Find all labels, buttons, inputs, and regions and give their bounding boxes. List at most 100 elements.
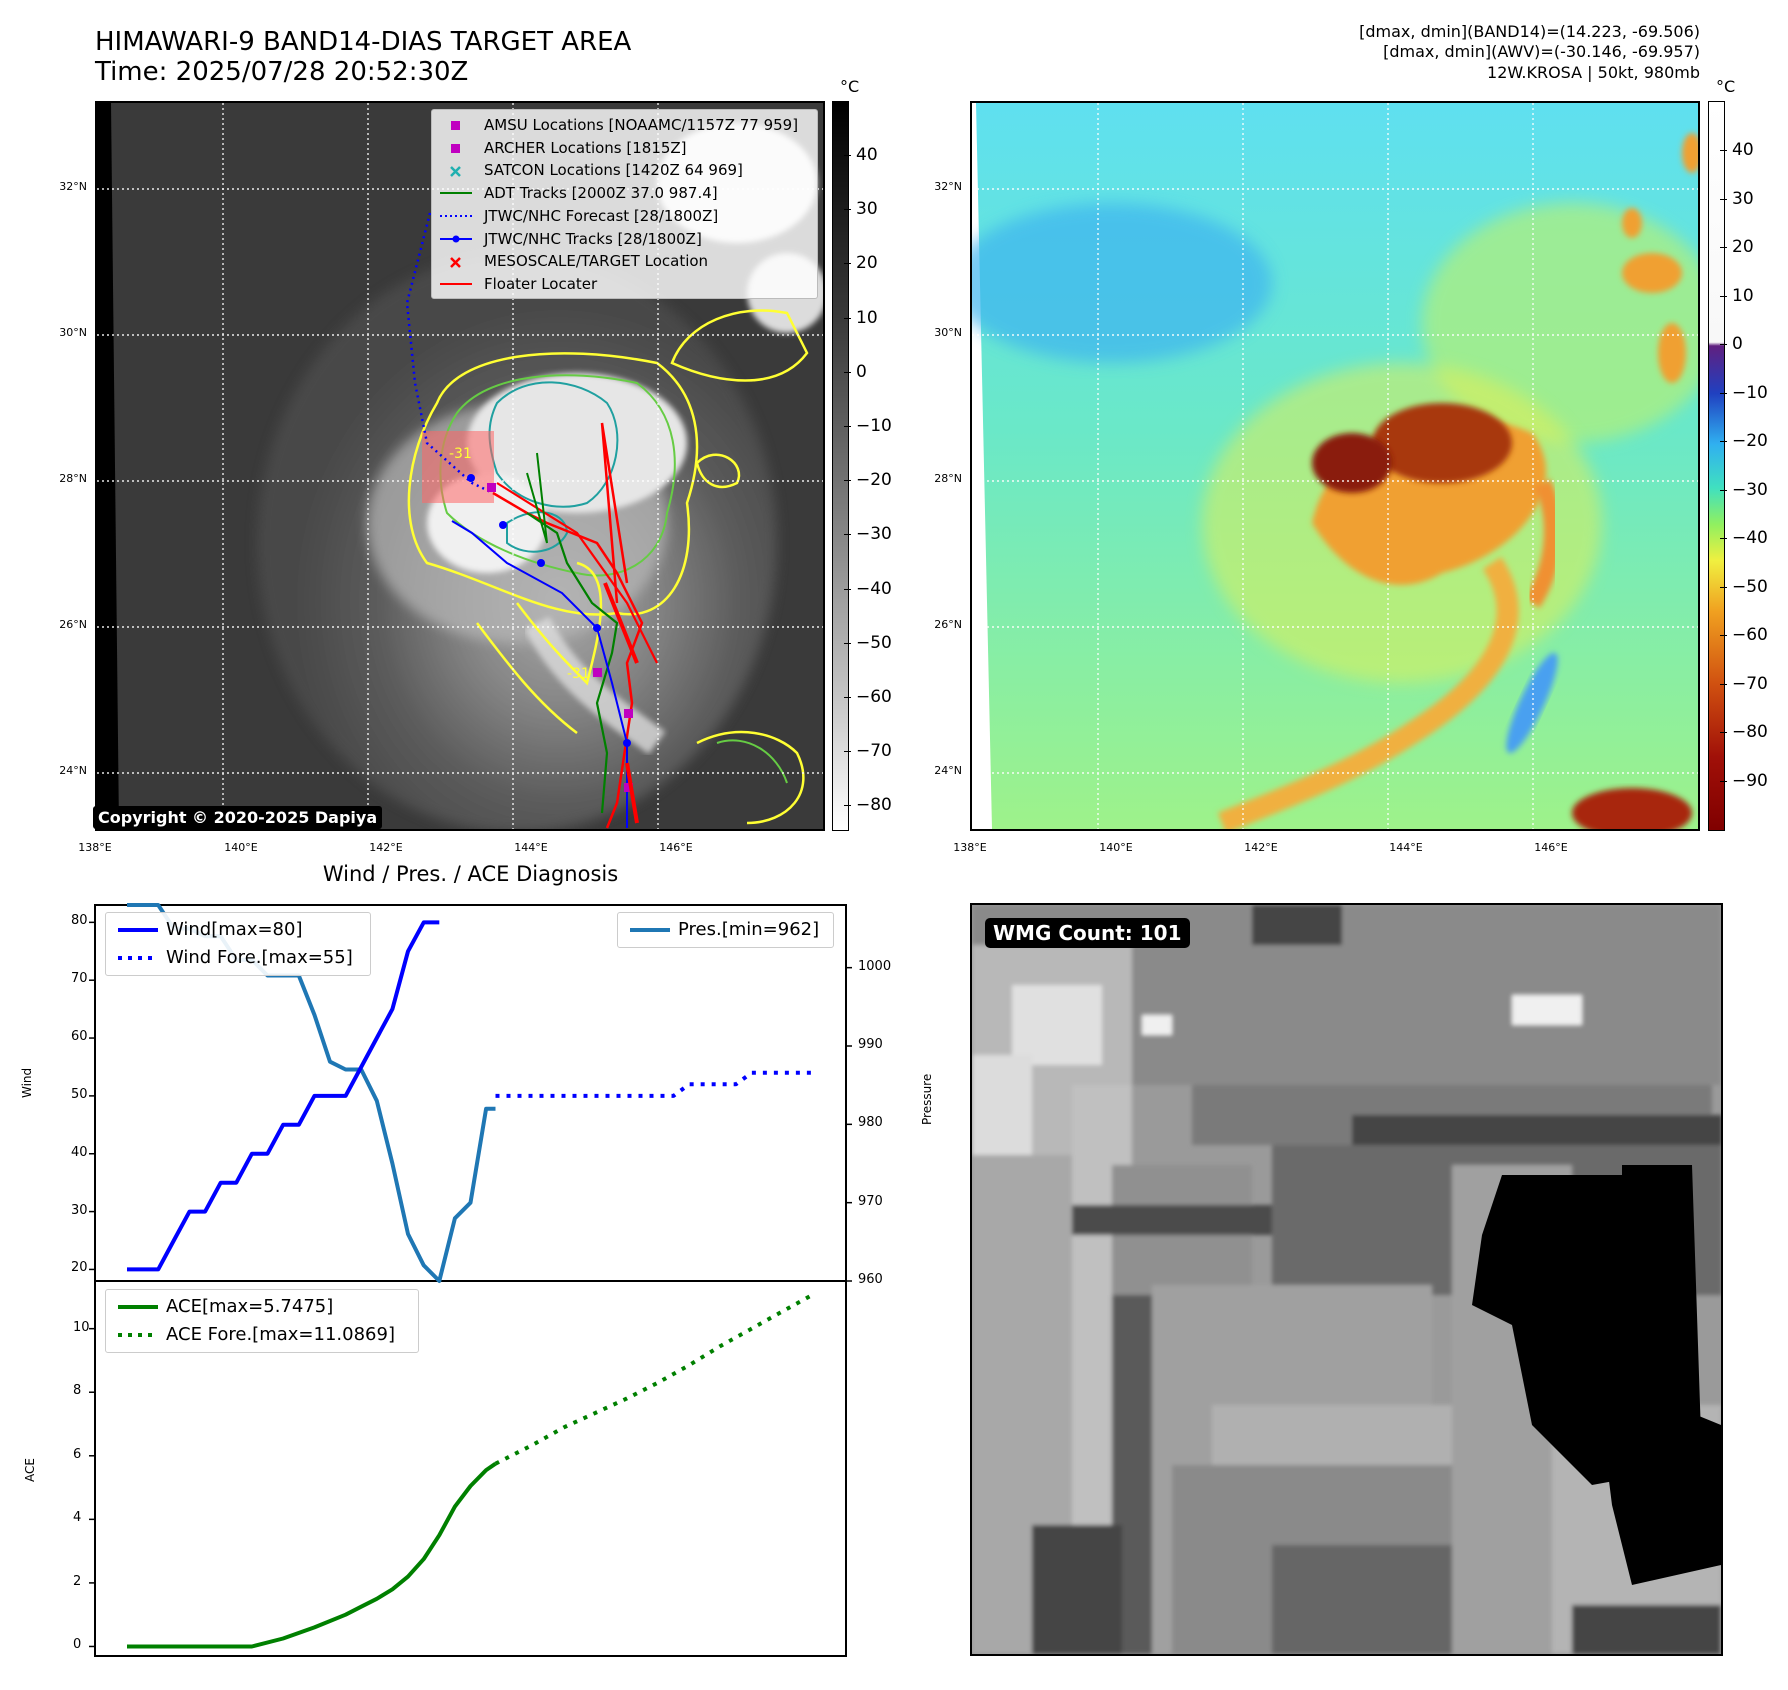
ir-legend-swatch <box>440 235 472 243</box>
storm-info: 12W.KROSA | 50kt, 980mb <box>1487 63 1700 82</box>
ir-legend-label: ADT Tracks [2000Z 37.0 987.4] <box>484 184 718 203</box>
wv-lat-label: 28°N <box>934 472 962 485</box>
ir-lon-label: 138°E <box>78 841 112 854</box>
wv-colorbar-tick: −70 <box>1720 673 1768 694</box>
wind-ytick-label: 80 <box>71 913 88 929</box>
wv-map-image <box>972 103 1698 829</box>
copyright-badge: Copyright © 2020-2025 Dapiya <box>93 806 383 829</box>
contour-label: -31 <box>567 666 590 682</box>
ace-forecast-series-line <box>494 1292 815 1466</box>
ir-colorbar-unit: °C <box>840 77 860 96</box>
ir-legend-swatch <box>451 121 460 131</box>
wv-colorbar-tick: −20 <box>1720 431 1768 451</box>
wind-legend-entry: Wind[max=80] <box>114 916 362 944</box>
ir-colorbar-tick: 20 <box>844 253 878 274</box>
pressure-ytick-label: 980 <box>858 1115 883 1131</box>
ir-legend-entry: AMSU Locations [NOAAMC/1157Z 77 959] <box>438 114 811 137</box>
pressure-ytick-label: 970 <box>858 1193 883 1209</box>
ace-legend: ACE[max=5.7475] ACE Fore.[max=11.0869] <box>105 1289 419 1353</box>
wind-forecast-legend-label: Wind Fore.[max=55] <box>166 947 353 968</box>
ir-colorbar-tick: −80 <box>844 795 892 816</box>
ace-ytick-label: 10 <box>73 1319 90 1335</box>
awv-range: [dmax, dmin](AWV)=(-30.146, -69.957) <box>1383 42 1700 61</box>
wv-colorbar-unit: °C <box>1716 77 1736 96</box>
band14-range: [dmax, dmin](BAND14)=(14.223, -69.506) <box>1359 22 1700 41</box>
contour-label: -31 <box>449 446 472 462</box>
ir-legend-label: ARCHER Locations [1815Z] <box>484 138 687 157</box>
ir-lat-label: 30°N <box>59 326 87 339</box>
ir-lat-label: 28°N <box>59 472 87 485</box>
ir-colorbar-tick: 0 <box>844 361 867 382</box>
wv-colorbar-tick: 20 <box>1720 237 1754 257</box>
pressure-legend-swatch <box>630 928 670 932</box>
image-time: Time: 2025/07/28 20:52:30Z <box>95 57 469 87</box>
ir-lat-label: 24°N <box>59 764 87 777</box>
ace-ylabel: ACE <box>23 1458 37 1482</box>
wind-ytick-label: 30 <box>71 1202 88 1218</box>
ir-colorbar-tick: −10 <box>844 416 892 436</box>
pressure-ytick-label: 990 <box>858 1037 883 1052</box>
ir-lon-label: 144°E <box>514 841 548 854</box>
ir-legend-label: SATCON Locations [1420Z 64 969] <box>484 161 743 180</box>
wv-lon-label: 144°E <box>1389 841 1423 854</box>
ir-legend-label: JTWC/NHC Tracks [28/1800Z] <box>484 229 702 248</box>
page-title: HIMAWARI-9 BAND14-DIAS TARGET AREA <box>95 27 632 57</box>
ir-legend-swatch <box>451 144 460 154</box>
wv-colorbar-tick: −50 <box>1720 576 1768 597</box>
wind-series-line <box>127 920 440 1272</box>
wv-colorbar-tick: 40 <box>1720 140 1754 160</box>
wind-ytick-label: 60 <box>71 1029 88 1045</box>
ir-legend-swatch <box>440 215 472 218</box>
wind-ytick-label: 70 <box>71 971 88 987</box>
wv-colorbar-tick: 30 <box>1720 188 1754 209</box>
ir-map-legend: AMSU Locations [NOAAMC/1157Z 77 959] ARCH… <box>431 109 818 299</box>
pressure-legend-entry: Pres.[min=962] <box>626 916 825 944</box>
ir-legend-label: JTWC/NHC Forecast [28/1800Z] <box>484 206 719 225</box>
ir-legend-swatch <box>440 192 472 195</box>
ir-legend-entry: SATCON Locations [1420Z 64 969] <box>438 159 811 182</box>
ace-ytick-label: 2 <box>73 1573 82 1589</box>
ir-legend-swatch <box>450 165 461 177</box>
ir-colorbar-tick: −40 <box>844 578 892 599</box>
wv-lat-label: 32°N <box>934 180 962 193</box>
ace-forecast-legend-swatch <box>118 1333 158 1337</box>
wv-lon-label: 140°E <box>1099 841 1133 854</box>
wind-forecast-legend-entry: Wind Fore.[max=55] <box>114 944 362 972</box>
ir-legend-entry: ARCHER Locations [1815Z] <box>438 137 811 160</box>
wv-colorbar-tick: −80 <box>1720 722 1768 742</box>
wind-ytick-label: 40 <box>71 1144 88 1160</box>
ir-legend-swatch <box>450 256 461 268</box>
wv-colorbar-tick: 0 <box>1720 334 1743 354</box>
ir-legend-swatch <box>440 283 472 286</box>
wv-colorbar-tick: 10 <box>1720 285 1754 306</box>
wind-legend: Wind[max=80] Wind Fore.[max=55] <box>105 912 371 976</box>
ir-lon-label: 146°E <box>659 841 693 854</box>
wv-colorbar-tick: −90 <box>1720 770 1768 791</box>
ir-legend-entry: JTWC/NHC Forecast [28/1800Z] <box>438 205 811 228</box>
ace-forecast-legend-entry: ACE Fore.[max=11.0869] <box>114 1321 410 1349</box>
ir-colorbar-tick: 40 <box>844 145 878 165</box>
wind-legend-swatch <box>118 928 158 932</box>
wind-ylabel: Wind <box>20 1067 34 1098</box>
ace-ytick-label: 4 <box>73 1510 82 1526</box>
ir-colorbar-tick: −70 <box>844 741 892 762</box>
wind-ytick-label: 50 <box>71 1086 88 1102</box>
pressure-ylabel: Pressure <box>920 1073 934 1125</box>
wind-forecast-legend-swatch <box>118 956 158 960</box>
ace-axes-frame <box>94 1280 847 1657</box>
ir-legend-entry: JTWC/NHC Tracks [28/1800Z] <box>438 228 811 251</box>
ir-legend-entry: Floater Locater <box>438 273 811 296</box>
ace-legend-label: ACE[max=5.7475] <box>166 1296 334 1317</box>
wv-lon-label: 146°E <box>1534 841 1568 854</box>
wv-colorbar-tick: −40 <box>1720 528 1768 548</box>
ir-legend-label: Floater Locater <box>484 274 598 293</box>
wv-colorbar-tick: −30 <box>1720 479 1768 500</box>
pressure-legend-label: Pres.[min=962] <box>678 919 820 940</box>
ir-lon-label: 142°E <box>369 841 403 854</box>
ace-legend-swatch <box>118 1305 158 1309</box>
pressure-ytick-label: 960 <box>858 1272 883 1287</box>
pressure-ytick-label: 1000 <box>858 958 892 974</box>
ace-ytick-label: 6 <box>73 1446 82 1462</box>
ir-colorbar <box>832 101 849 831</box>
wv-colorbar-tick: −10 <box>1720 382 1768 403</box>
